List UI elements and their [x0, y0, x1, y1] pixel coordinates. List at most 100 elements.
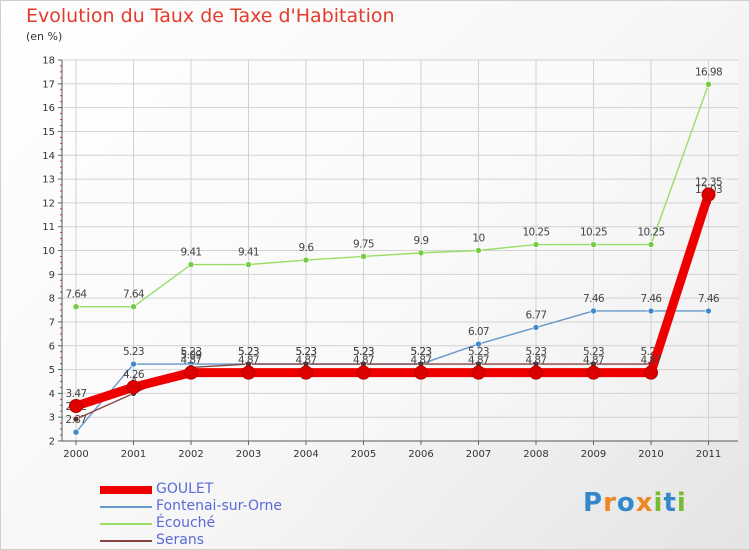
- data-label-goulet: 4.87: [468, 355, 489, 367]
- data-label-serans: 5.23: [238, 346, 259, 358]
- x-tick-label: 2003: [236, 449, 261, 460]
- data-label-goulet: 4.26: [123, 369, 145, 381]
- series-line-ecouche: [75, 83, 710, 308]
- data-label-goulet: 4.87: [238, 355, 259, 367]
- data-label-ecouche: 10.25: [580, 227, 607, 239]
- data-label-ecouche: 9.6: [299, 242, 315, 254]
- data-point-goulet: [356, 365, 371, 380]
- chart-subtitle: (en %): [26, 30, 63, 43]
- data-point-ecouche: [590, 241, 597, 248]
- data-label-fontenai-sur-orne: 5.23: [411, 346, 432, 358]
- series-line-goulet: [71, 190, 713, 411]
- data-point-ecouche: [705, 80, 712, 88]
- data-label-ecouche: 9.75: [353, 238, 374, 250]
- x-tick-label: 2009: [581, 449, 606, 460]
- data-label-serans: 5.23: [526, 346, 547, 358]
- data-label-goulet: 4.87: [296, 355, 317, 367]
- data-label-ecouche: 7.64: [66, 289, 88, 301]
- data-label-goulet: 4.87: [353, 355, 374, 367]
- data-label-fontenai-sur-orne: 5.23: [238, 346, 259, 358]
- data-label-serans: 5.23: [353, 346, 374, 358]
- y-tick-label: 2: [49, 437, 55, 448]
- legend-item-serans: Serans: [100, 532, 360, 548]
- y-tick-label: 14: [42, 151, 55, 162]
- logo-letter: r: [603, 488, 617, 518]
- logo-letter: t: [663, 488, 677, 518]
- y-tick-label: 5: [49, 365, 55, 376]
- data-point-goulet: [414, 365, 428, 380]
- legend-label-serans: Serans: [156, 532, 205, 548]
- data-point-goulet: [644, 365, 658, 380]
- data-point-goulet: [701, 187, 716, 202]
- x-tick-label: 2002: [178, 449, 203, 460]
- data-label-goulet: 4.87: [583, 355, 604, 367]
- data-label-fontenai-sur-orne: 7.46: [698, 293, 720, 305]
- x-tick-label: 2005: [351, 449, 376, 460]
- data-point-goulet: [471, 365, 486, 380]
- data-point-ecouche: [417, 249, 425, 257]
- data-label-fontenai-sur-orne: 5.23: [123, 346, 144, 358]
- legend-item-ecouche: Écouché: [100, 515, 360, 531]
- y-tick-label: 18: [42, 56, 55, 67]
- y-tick-label: 12: [42, 198, 55, 209]
- data-label-fontenai-sur-orne: 6.77: [526, 309, 547, 321]
- data-label-fontenai-sur-orne: 7.46: [583, 293, 605, 305]
- x-tick-label: 2000: [63, 449, 88, 460]
- data-point-ecouche: [130, 303, 137, 310]
- x-tick-label: 2008: [523, 449, 548, 460]
- logo-letter: x: [635, 488, 654, 518]
- x-tick-label: 2004: [293, 449, 318, 460]
- x-tick-label: 2010: [638, 449, 663, 460]
- data-point-serans: [72, 415, 80, 423]
- legend-swatch-ecouche: [100, 523, 152, 525]
- data-label-fontenai-sur-orne: 5.23: [353, 346, 374, 358]
- data-label-goulet: 4.87: [181, 355, 202, 367]
- legend-label-fontenai: Fontenai-sur-Orne: [156, 498, 282, 514]
- data-label-fontenai-sur-orne: 7.46: [641, 293, 663, 305]
- data-point-ecouche: [72, 303, 80, 310]
- data-label-goulet: 3.47: [66, 388, 87, 400]
- data-label-serans: 5.23: [468, 346, 489, 358]
- data-label-fontenai-sur-orne: 6.07: [468, 326, 489, 338]
- y-tick-label: 6: [49, 341, 55, 352]
- legend-swatch-serans: [100, 540, 152, 542]
- x-tick-label: 2011: [696, 449, 721, 460]
- x-tick-label: 2001: [121, 449, 146, 460]
- data-label-serans: 5.23: [411, 346, 432, 358]
- data-label-ecouche: 9.9: [414, 235, 429, 247]
- data-point-goulet: [529, 365, 543, 380]
- chart-title: Evolution du Taux de Taxe d'Habitation: [26, 5, 395, 27]
- data-label-goulet: 12.35: [695, 177, 722, 189]
- logo-letter: i: [653, 488, 664, 518]
- data-label-ecouche: 10.25: [637, 227, 664, 239]
- data-point-goulet: [69, 398, 83, 413]
- legend-label-ecouche: Écouché: [156, 515, 216, 531]
- data-point-goulet: [126, 380, 141, 395]
- data-label-fontenai-sur-orne: 5.23: [181, 346, 202, 358]
- data-point-fontenai-sur-orne: [532, 324, 540, 331]
- data-label-ecouche: 9.41: [238, 247, 259, 259]
- y-tick-label: 11: [42, 222, 55, 233]
- y-tick-label: 15: [42, 127, 55, 138]
- y-tick-label: 7: [49, 317, 55, 328]
- data-label-ecouche: 7.64: [123, 289, 145, 301]
- legend-swatch-fontenai: [100, 506, 152, 508]
- data-point-goulet: [241, 365, 256, 380]
- logo-letter: o: [616, 488, 636, 518]
- data-label-goulet: 4.87: [411, 355, 432, 367]
- data-label-fontenai-sur-orne: 5.23: [296, 346, 317, 358]
- data-point-ecouche: [532, 241, 540, 248]
- y-tick-label: 16: [42, 103, 55, 114]
- data-point-ecouche: [475, 247, 482, 254]
- data-point-fontenai-sur-orne: [475, 340, 482, 348]
- data-point-ecouche: [187, 261, 195, 268]
- data-label-serans: 5.09: [181, 349, 202, 361]
- legend-swatch-goulet: [100, 486, 152, 494]
- logo-letter: P: [583, 488, 604, 518]
- y-tick-label: 17: [42, 79, 55, 90]
- y-tick-label: 10: [42, 246, 55, 257]
- y-tick-label: 4: [49, 389, 55, 400]
- data-point-ecouche: [302, 256, 310, 264]
- y-tick-label: 8: [49, 294, 55, 305]
